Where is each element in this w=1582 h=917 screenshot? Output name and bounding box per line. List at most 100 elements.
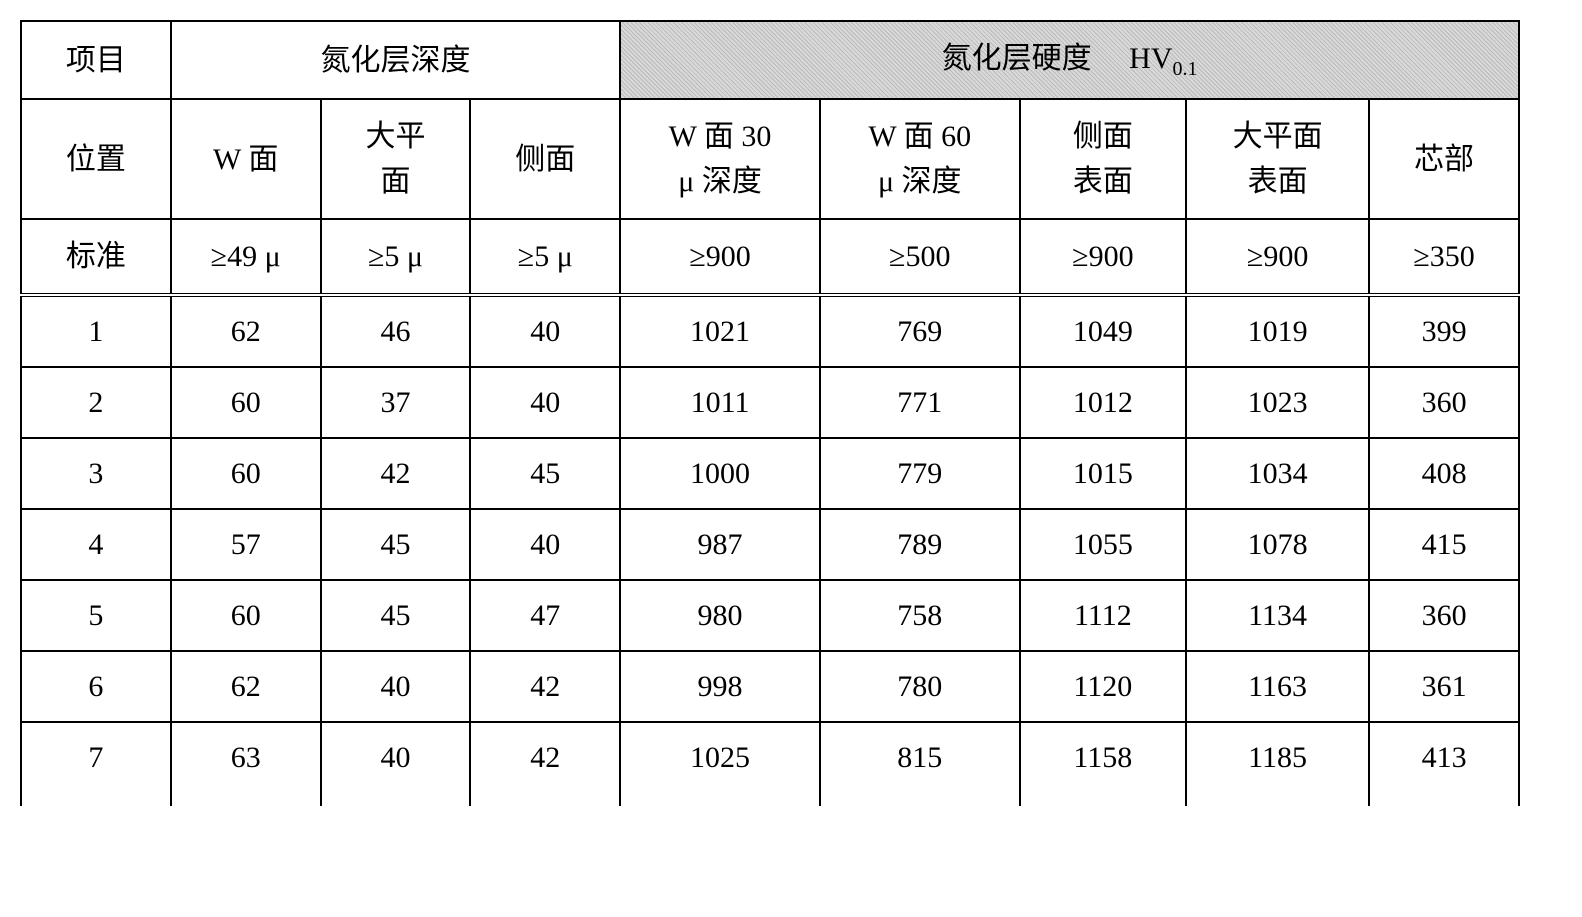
sep-cell — [470, 792, 620, 806]
cell-c5: 779 — [820, 438, 1020, 509]
cell-c6: 1158 — [1020, 722, 1186, 792]
std-c8: ≥350 — [1369, 219, 1519, 295]
header-row-2: 位置 W 面 大平面 侧面 W 面 30μ 深度 W 面 60μ 深度 侧面表面… — [21, 99, 1519, 219]
cell-c4: 987 — [620, 509, 820, 580]
cell-c4: 1021 — [620, 295, 820, 367]
cell-c3: 42 — [470, 722, 620, 792]
cell-c7: 1023 — [1186, 367, 1369, 438]
table-row: 662404299878011201163361 — [21, 651, 1519, 722]
cell-n: 7 — [21, 722, 171, 792]
header-row-3: 标准 ≥49 μ ≥5 μ ≥5 μ ≥900 ≥500 ≥900 ≥900 ≥… — [21, 219, 1519, 295]
table-row: 457454098778910551078415 — [21, 509, 1519, 580]
hdr-w-face: W 面 — [171, 99, 321, 219]
cell-c2: 37 — [321, 367, 471, 438]
cell-c2: 46 — [321, 295, 471, 367]
cell-c6: 1112 — [1020, 580, 1186, 651]
table-container: 项目 氮化层深度 氮化层硬度 HV0.1 位置 W 面 大平面 侧面 W 面 3… — [20, 20, 1520, 806]
sep-cell — [321, 792, 471, 806]
hdr-big-plane-surface: 大平面表面 — [1186, 99, 1369, 219]
cell-c8: 360 — [1369, 367, 1519, 438]
hdr-item: 项目 — [21, 21, 171, 99]
cell-c2: 40 — [321, 651, 471, 722]
cell-c8: 415 — [1369, 509, 1519, 580]
cell-c5: 815 — [820, 722, 1020, 792]
cell-c4: 1011 — [620, 367, 820, 438]
cell-c1: 62 — [171, 295, 321, 367]
table-row: 1624640102176910491019399 — [21, 295, 1519, 367]
cell-c7: 1163 — [1186, 651, 1369, 722]
std-c4: ≥900 — [620, 219, 820, 295]
cell-c2: 40 — [321, 722, 471, 792]
table-row: 7634042102581511581185413 — [21, 722, 1519, 792]
cell-c4: 1025 — [620, 722, 820, 792]
std-c1: ≥49 μ — [171, 219, 321, 295]
cell-c6: 1015 — [1020, 438, 1186, 509]
hdr-position: 位置 — [21, 99, 171, 219]
table-row: 3604245100077910151034408 — [21, 438, 1519, 509]
cell-c6: 1012 — [1020, 367, 1186, 438]
table-row: 2603740101177110121023360 — [21, 367, 1519, 438]
std-c7: ≥900 — [1186, 219, 1369, 295]
cell-c3: 40 — [470, 295, 620, 367]
data-body: 1624640102176910491019399260374010117711… — [21, 295, 1519, 806]
sep-cell — [620, 792, 820, 806]
cell-c7: 1134 — [1186, 580, 1369, 651]
cell-c7: 1019 — [1186, 295, 1369, 367]
sep-cell — [1186, 792, 1369, 806]
cell-c4: 1000 — [620, 438, 820, 509]
hdr-side-surface: 侧面表面 — [1020, 99, 1186, 219]
cell-c8: 399 — [1369, 295, 1519, 367]
cell-c6: 1055 — [1020, 509, 1186, 580]
cell-n: 2 — [21, 367, 171, 438]
cell-c1: 60 — [171, 367, 321, 438]
table-row: 560454798075811121134360 — [21, 580, 1519, 651]
cell-c8: 413 — [1369, 722, 1519, 792]
cell-c3: 45 — [470, 438, 620, 509]
cell-c1: 60 — [171, 580, 321, 651]
cell-c3: 40 — [470, 509, 620, 580]
cell-n: 1 — [21, 295, 171, 367]
cell-c4: 998 — [620, 651, 820, 722]
hdr-depth-group: 氮化层深度 — [171, 21, 620, 99]
cell-n: 6 — [21, 651, 171, 722]
sep-cell — [21, 792, 171, 806]
nitriding-table: 项目 氮化层深度 氮化层硬度 HV0.1 位置 W 面 大平面 侧面 W 面 3… — [20, 20, 1520, 806]
cell-c2: 45 — [321, 509, 471, 580]
cell-c8: 408 — [1369, 438, 1519, 509]
hdr-hardness-sub: 0.1 — [1173, 58, 1198, 80]
hdr-standard: 标准 — [21, 219, 171, 295]
cell-c5: 758 — [820, 580, 1020, 651]
cell-n: 4 — [21, 509, 171, 580]
cell-c6: 1049 — [1020, 295, 1186, 367]
hdr-w60: W 面 60μ 深度 — [820, 99, 1020, 219]
std-c3: ≥5 μ — [470, 219, 620, 295]
std-c5: ≥500 — [820, 219, 1020, 295]
cell-n: 5 — [21, 580, 171, 651]
std-c6: ≥900 — [1020, 219, 1186, 295]
cell-c3: 47 — [470, 580, 620, 651]
cell-n: 3 — [21, 438, 171, 509]
header-row-1: 项目 氮化层深度 氮化层硬度 HV0.1 — [21, 21, 1519, 99]
cell-c5: 780 — [820, 651, 1020, 722]
cell-c2: 45 — [321, 580, 471, 651]
sep-cell — [820, 792, 1020, 806]
hdr-big-plane: 大平面 — [321, 99, 471, 219]
sep-cell — [1020, 792, 1186, 806]
cell-c1: 63 — [171, 722, 321, 792]
std-c2: ≥5 μ — [321, 219, 471, 295]
cell-c1: 60 — [171, 438, 321, 509]
hdr-w30: W 面 30μ 深度 — [620, 99, 820, 219]
hdr-hardness-text2: HV — [1129, 42, 1172, 75]
cell-c2: 42 — [321, 438, 471, 509]
hdr-core: 芯部 — [1369, 99, 1519, 219]
cell-c5: 771 — [820, 367, 1020, 438]
cell-c8: 360 — [1369, 580, 1519, 651]
cell-c7: 1078 — [1186, 509, 1369, 580]
trailing-sep — [21, 792, 1519, 806]
sep-cell — [1369, 792, 1519, 806]
cell-c5: 789 — [820, 509, 1020, 580]
cell-c8: 361 — [1369, 651, 1519, 722]
cell-c3: 40 — [470, 367, 620, 438]
hdr-hardness-text1: 氮化层硬度 — [942, 42, 1092, 75]
cell-c7: 1185 — [1186, 722, 1369, 792]
